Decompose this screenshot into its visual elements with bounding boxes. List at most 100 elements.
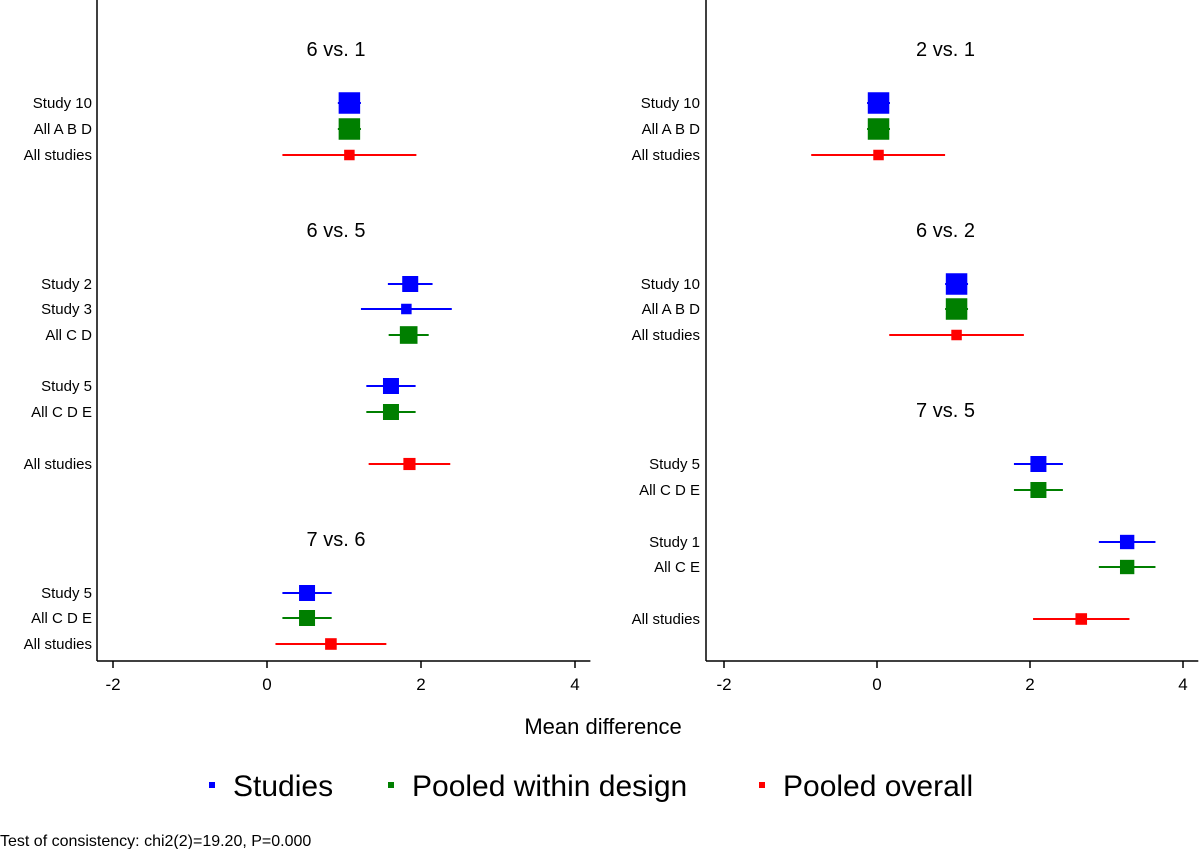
point-estimate-marker xyxy=(867,92,890,114)
row-label: Study 1 xyxy=(649,534,700,551)
x-tick-label: -2 xyxy=(105,675,120,694)
x-tick-label: 0 xyxy=(872,675,881,694)
comparison-group: 7 vs. 5 Study 5 All C D E Study 1 All C E All… xyxy=(632,400,1156,628)
x-tick-label: 0 xyxy=(262,675,271,694)
row-label: All C D E xyxy=(31,404,92,421)
forest-row: All C D E xyxy=(31,610,332,627)
point-estimate-marker xyxy=(382,378,399,394)
point-estimate-marker xyxy=(873,149,884,161)
legend-marker xyxy=(209,782,215,788)
comparison-title: 6 vs. 2 xyxy=(916,220,975,242)
point-estimate-marker xyxy=(399,326,418,344)
forest-row: All C D xyxy=(45,326,429,344)
point-estimate-marker xyxy=(1119,534,1135,550)
legend: Studies Pooled within design Pooled overal… xyxy=(209,770,973,803)
point-estimate-marker xyxy=(1075,613,1088,625)
point-estimate-marker xyxy=(402,276,419,292)
row-label: Study 10 xyxy=(641,276,700,293)
row-label: All studies xyxy=(632,147,700,164)
row-label: All A B D xyxy=(642,301,701,318)
legend-item-pooled-overall: Pooled overall xyxy=(759,770,973,803)
row-label: Study 10 xyxy=(33,95,92,112)
legend-item-studies: Studies xyxy=(209,770,333,803)
x-tick-label: 2 xyxy=(1025,675,1034,694)
point-estimate-marker xyxy=(945,298,968,320)
forest-row: All studies xyxy=(24,456,451,473)
legend-label: Studies xyxy=(233,770,333,803)
forest-row: Study 10 xyxy=(641,92,891,114)
forest-row: Study 10 xyxy=(641,273,969,295)
point-estimate-marker xyxy=(403,457,416,471)
forest-row: All C E xyxy=(654,559,1156,576)
comparison-group: 6 vs. 1 Study 10 All A B D All studies xyxy=(24,39,417,164)
forest-row: All C D E xyxy=(31,404,416,421)
forest-row: All studies xyxy=(632,147,946,164)
comparison-group: 2 vs. 1 Study 10 All A B D All studies xyxy=(632,39,975,164)
point-estimate-marker xyxy=(1119,559,1135,575)
row-label: All studies xyxy=(632,611,700,628)
forest-row: Study 5 xyxy=(649,456,1063,473)
legend-label: Pooled overall xyxy=(783,770,973,803)
forest-row: All C D E xyxy=(639,482,1063,499)
legend-marker xyxy=(759,782,765,788)
row-label: Study 5 xyxy=(41,585,92,602)
point-estimate-marker xyxy=(401,303,412,315)
row-label: All studies xyxy=(24,147,92,164)
point-estimate-marker xyxy=(1030,482,1047,498)
comparison-title: 6 vs. 1 xyxy=(307,39,366,61)
row-label: All studies xyxy=(24,456,92,473)
forest-row: All studies xyxy=(632,611,1130,628)
legend-label: Pooled within design xyxy=(412,770,687,803)
comparison-group: 6 vs. 5 Study 2 Study 3 All C D Study 5 All C… xyxy=(24,220,452,473)
x-tick-label: -2 xyxy=(716,675,731,694)
row-label: All C E xyxy=(654,559,700,576)
point-estimate-marker xyxy=(867,118,890,140)
forest-row: All A B D xyxy=(642,298,969,320)
forest-panel-2: -2 0 2 4 2 vs. 1 Study 10 All A B D All studies… xyxy=(632,0,1199,694)
comparison-group: 7 vs. 6 Study 5 All C D E All studies xyxy=(24,529,387,653)
row-label: Study 5 xyxy=(649,456,700,473)
forest-row: All studies xyxy=(632,327,1024,344)
row-label: All A B D xyxy=(642,121,701,138)
point-estimate-marker xyxy=(325,638,337,650)
forest-row: All A B D xyxy=(642,118,891,140)
forest-row: Study 10 xyxy=(33,92,361,114)
x-tick-label: 4 xyxy=(570,675,579,694)
row-label: All C D E xyxy=(31,610,92,627)
point-estimate-marker xyxy=(338,118,361,140)
row-label: All studies xyxy=(24,636,92,653)
x-tick-label: 2 xyxy=(416,675,425,694)
legend-marker xyxy=(388,782,394,788)
comparison-title: 2 vs. 1 xyxy=(916,39,975,61)
point-estimate-marker xyxy=(344,149,355,161)
row-label: All C D xyxy=(45,327,92,344)
comparison-title: 7 vs. 5 xyxy=(916,400,975,422)
legend-item-pooled-within-design: Pooled within design xyxy=(388,770,687,803)
x-tick-label: 4 xyxy=(1178,675,1187,694)
point-estimate-marker xyxy=(338,92,361,114)
forest-row: All studies xyxy=(24,147,417,164)
point-estimate-marker xyxy=(299,585,316,601)
consistency-test-note: Test of consistency: chi2(2)=19.20, P=0.… xyxy=(0,833,311,849)
row-label: Study 2 xyxy=(41,276,92,293)
point-estimate-marker xyxy=(1030,456,1047,472)
point-estimate-marker xyxy=(951,329,962,341)
forest-panel-1: -2 0 2 4 6 vs. 1 Study 10 All A B D All studies… xyxy=(24,0,591,694)
forest-row: Study 2 xyxy=(41,276,433,293)
forest-row: All A B D xyxy=(34,118,361,140)
forest-row: Study 3 xyxy=(41,301,452,318)
row-label: Study 10 xyxy=(641,95,700,112)
row-label: All C D E xyxy=(639,482,700,499)
point-estimate-marker xyxy=(382,404,399,420)
row-label: All A B D xyxy=(34,121,93,138)
forest-row: Study 5 xyxy=(41,378,416,395)
comparison-title: 7 vs. 6 xyxy=(307,529,366,551)
forest-row: Study 5 xyxy=(41,585,332,602)
forest-row: Study 1 xyxy=(649,534,1156,551)
comparison-title: 6 vs. 5 xyxy=(307,220,366,242)
row-label: Study 3 xyxy=(41,301,92,318)
point-estimate-marker xyxy=(945,273,968,295)
comparison-group: 6 vs. 2 Study 10 All A B D All studies xyxy=(632,220,1024,344)
